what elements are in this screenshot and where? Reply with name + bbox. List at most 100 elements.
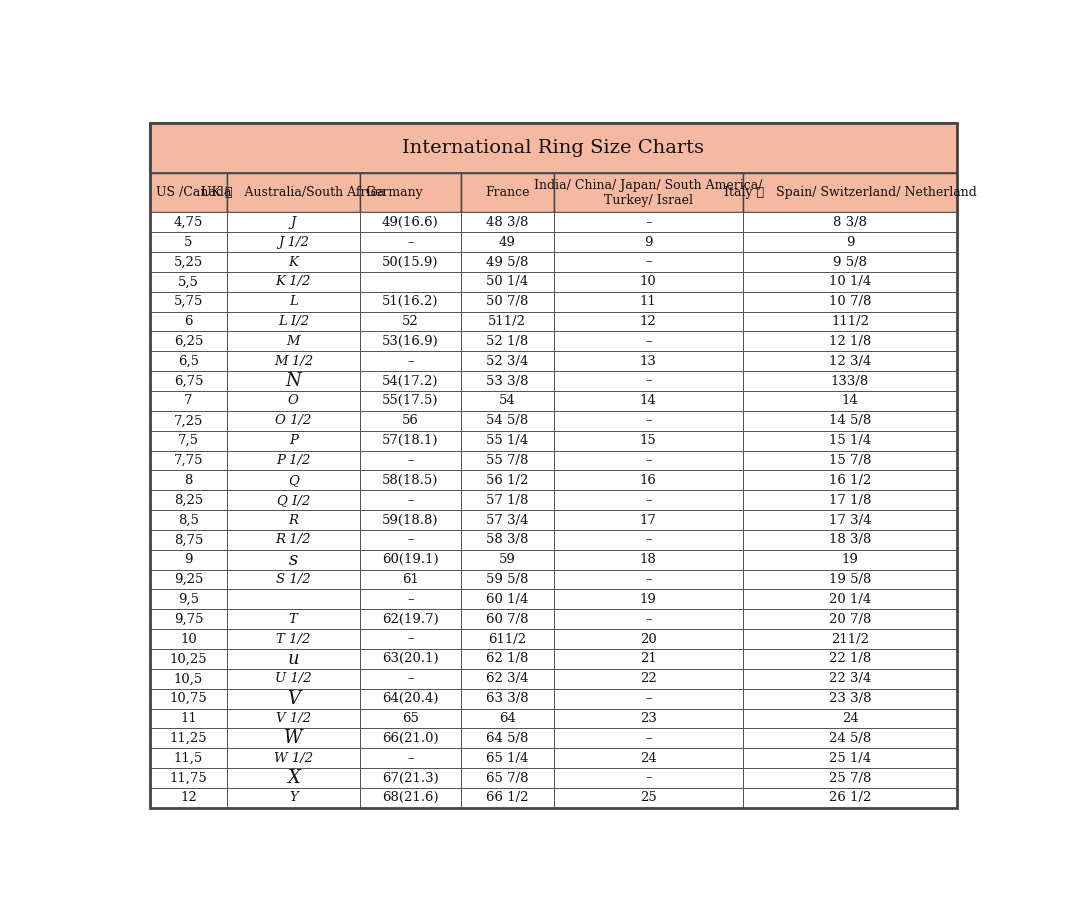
Text: 54: 54 [499,395,515,408]
Text: 66 1/2: 66 1/2 [486,791,528,804]
Bar [554,709,743,728]
Text: 25: 25 [640,791,657,804]
Text: –: – [407,672,414,685]
Bar [360,451,461,470]
Bar [461,252,554,272]
Text: M: M [286,335,300,348]
Bar [461,649,554,668]
Bar [150,749,227,768]
Bar [150,728,227,749]
Bar [554,351,743,372]
Bar [150,372,227,391]
Bar [150,124,957,172]
Bar [227,709,360,728]
Bar [554,530,743,550]
Bar [150,709,227,728]
Text: 611/2: 611/2 [488,632,526,645]
Bar [150,391,227,411]
Text: 11: 11 [180,712,197,725]
Text: 11,25: 11,25 [170,732,207,745]
Text: 53 3/8: 53 3/8 [486,374,528,387]
Text: 55 1/4: 55 1/4 [486,434,528,447]
Bar [360,609,461,629]
Bar [227,530,360,550]
Text: 20 1/4: 20 1/4 [828,593,872,606]
Bar [554,570,743,589]
Text: 21: 21 [640,653,657,666]
Text: 211/2: 211/2 [831,632,869,645]
Bar [360,728,461,749]
Bar [554,668,743,689]
Text: 9: 9 [644,236,652,249]
Bar [743,510,957,530]
Text: 60 7/8: 60 7/8 [486,613,528,626]
Bar [743,391,957,411]
Bar [743,609,957,629]
Bar [150,252,227,272]
Text: K 1/2: K 1/2 [275,276,311,289]
Bar [554,649,743,668]
Bar [360,252,461,272]
Bar [461,749,554,768]
Bar [743,291,957,312]
Bar [227,351,360,372]
Text: 12 1/8: 12 1/8 [828,335,872,348]
Text: –: – [645,335,651,348]
Bar [461,411,554,431]
Bar [461,351,554,372]
Text: Germany: Germany [366,186,423,199]
Text: 64 5/8: 64 5/8 [486,732,528,745]
Text: 58 3/8: 58 3/8 [486,533,528,547]
Bar [150,689,227,709]
Text: 59(18.8): 59(18.8) [382,514,438,526]
Bar [743,749,957,768]
Bar [743,629,957,649]
Text: J 1/2: J 1/2 [278,236,309,249]
Text: 64(20.4): 64(20.4) [382,692,438,705]
Text: 57 3/4: 57 3/4 [486,514,528,526]
Bar [150,491,227,510]
Text: 65 7/8: 65 7/8 [486,772,528,785]
Bar [360,649,461,668]
Bar [227,252,360,272]
Bar [227,332,360,351]
Text: 7,75: 7,75 [174,454,203,467]
Text: 14: 14 [640,395,657,408]
Bar [461,491,554,510]
Bar [150,212,227,232]
Bar [554,332,743,351]
Text: R: R [288,514,298,526]
Text: 49 5/8: 49 5/8 [486,255,528,268]
Text: 17: 17 [639,514,657,526]
Bar [461,530,554,550]
Text: 15 7/8: 15 7/8 [828,454,872,467]
Text: L: L [289,295,298,308]
Text: 54 5/8: 54 5/8 [486,414,528,427]
Text: 63(20.1): 63(20.1) [382,653,438,666]
Text: 9 5/8: 9 5/8 [833,255,867,268]
Text: O: O [288,395,299,408]
Bar [227,212,360,232]
Bar [360,411,461,431]
Text: 23: 23 [639,712,657,725]
Text: 25 7/8: 25 7/8 [828,772,872,785]
Bar [461,768,554,788]
Bar [150,272,227,291]
Bar [150,510,227,530]
Bar [743,589,957,609]
Bar [743,728,957,749]
Bar [461,570,554,589]
Bar [227,272,360,291]
Text: 52: 52 [402,315,419,328]
Bar [743,491,957,510]
Bar [360,372,461,391]
Text: –: – [407,355,414,368]
Bar [461,550,554,570]
Text: –: – [407,751,414,764]
Text: 8: 8 [185,474,192,487]
Text: 9,5: 9,5 [178,593,199,606]
Bar [554,689,743,709]
Bar [554,411,743,431]
Text: 8,75: 8,75 [174,533,203,547]
Bar [150,668,227,689]
